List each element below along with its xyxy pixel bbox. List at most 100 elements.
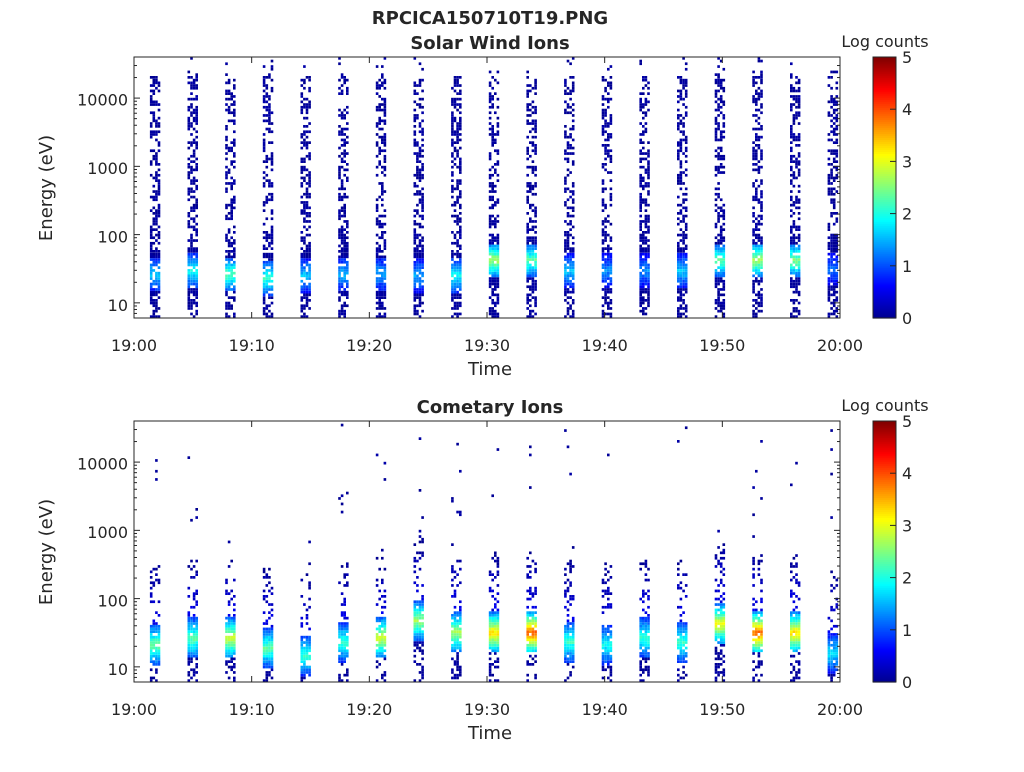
heatmap-cell: [303, 275, 306, 278]
heatmap-cell: [306, 609, 309, 612]
heatmap-cell: [459, 182, 462, 185]
heatmap-cell: [723, 307, 726, 310]
heatmap-cell: [795, 82, 798, 85]
heatmap-cell: [755, 133, 758, 136]
heatmap-cell: [491, 264, 494, 267]
heatmap-cell: [604, 90, 607, 93]
heatmap-cell: [833, 275, 836, 278]
heatmap-cell: [685, 147, 688, 150]
heatmap-cell: [755, 101, 758, 104]
heatmap-cell: [497, 163, 500, 166]
heatmap-cell: [534, 655, 537, 658]
heatmap-cell: [343, 302, 346, 305]
heatmap-cell: [685, 215, 688, 218]
heatmap-cell: [607, 82, 610, 85]
heatmap-cell: [268, 114, 271, 117]
heatmap-cell: [263, 622, 266, 625]
heatmap-cell: [677, 149, 680, 152]
heatmap-cell: [266, 256, 269, 259]
heatmap-cell: [494, 294, 497, 297]
heatmap-cell: [228, 82, 231, 85]
heatmap-cell: [419, 103, 422, 106]
heatmap-cell: [153, 647, 156, 650]
heatmap-cell: [758, 169, 761, 172]
heatmap-cell: [266, 595, 269, 598]
heatmap-cell: [343, 239, 346, 242]
heatmap-cell: [682, 84, 685, 87]
heatmap-cell: [723, 313, 726, 316]
heatmap-cell: [494, 620, 497, 623]
heatmap-cell: [836, 139, 839, 142]
heatmap-cell: [677, 90, 680, 93]
heatmap-cell: [494, 264, 497, 267]
heatmap-cell: [489, 207, 492, 210]
heatmap-cell: [155, 133, 158, 136]
heatmap-cell: [489, 590, 492, 593]
heatmap-cell: [381, 620, 384, 623]
heatmap-cell: [489, 106, 492, 109]
heatmap-cell: [491, 649, 494, 652]
heatmap-cell: [491, 494, 494, 497]
heatmap-cell: [346, 649, 349, 652]
heatmap-cell: [233, 666, 236, 669]
heatmap-cell: [682, 253, 685, 256]
heatmap-cell: [532, 258, 535, 261]
heatmap-cell: [607, 144, 610, 147]
heatmap-cell: [416, 647, 419, 650]
heatmap-cell: [378, 215, 381, 218]
heatmap-cell: [682, 294, 685, 297]
heatmap-cell: [828, 177, 831, 180]
heatmap-cell: [150, 125, 153, 128]
heatmap-cell: [384, 568, 387, 571]
heatmap-cell: [190, 122, 193, 125]
heatmap-cell: [266, 253, 269, 256]
heatmap-cell: [230, 160, 233, 163]
heatmap-cell: [610, 171, 613, 174]
heatmap-cell: [497, 82, 500, 85]
heatmap-cell: [680, 98, 683, 101]
heatmap-cell: [419, 169, 422, 172]
heatmap-cell: [341, 658, 344, 661]
heatmap-cell: [459, 264, 462, 267]
heatmap-cell: [233, 247, 236, 250]
heatmap-cell: [384, 155, 387, 158]
heatmap-cell: [158, 182, 161, 185]
heatmap-cell: [228, 652, 231, 655]
heatmap-cell: [642, 275, 645, 278]
heatmap-cell: [534, 288, 537, 291]
heatmap-cell: [153, 644, 156, 647]
heatmap-cell: [150, 288, 153, 291]
heatmap-cell: [526, 166, 529, 169]
heatmap-cell: [155, 280, 158, 283]
heatmap-cell: [491, 313, 494, 316]
heatmap-cell: [682, 207, 685, 210]
heatmap-cell: [685, 236, 688, 239]
heatmap-cell: [639, 261, 642, 264]
heatmap-cell: [677, 179, 680, 182]
heatmap-cell: [456, 628, 459, 631]
heatmap-cell: [266, 663, 269, 666]
heatmap-cell: [306, 111, 309, 114]
heatmap-cell: [720, 236, 723, 239]
heatmap-cell: [195, 185, 198, 188]
heatmap-cell: [153, 223, 156, 226]
heatmap-cell: [532, 560, 535, 563]
heatmap-cell: [497, 106, 500, 109]
heatmap-cell: [760, 258, 763, 261]
heatmap-cell: [341, 253, 344, 256]
heatmap-cell: [715, 226, 718, 229]
heatmap-cell: [720, 280, 723, 283]
heatmap-cell: [230, 660, 233, 663]
heatmap-cell: [830, 264, 833, 267]
heatmap-cell: [301, 674, 304, 677]
heatmap-cell: [230, 296, 233, 299]
heatmap-cell: [376, 250, 379, 253]
heatmap-cell: [717, 79, 720, 82]
heatmap-cell: [720, 95, 723, 98]
heatmap-cell: [494, 302, 497, 305]
heatmap-cell: [190, 291, 193, 294]
heatmap-cell: [266, 217, 269, 220]
heatmap-cell: [451, 299, 454, 302]
heatmap-cell: [532, 185, 535, 188]
heatmap-cell: [381, 226, 384, 229]
